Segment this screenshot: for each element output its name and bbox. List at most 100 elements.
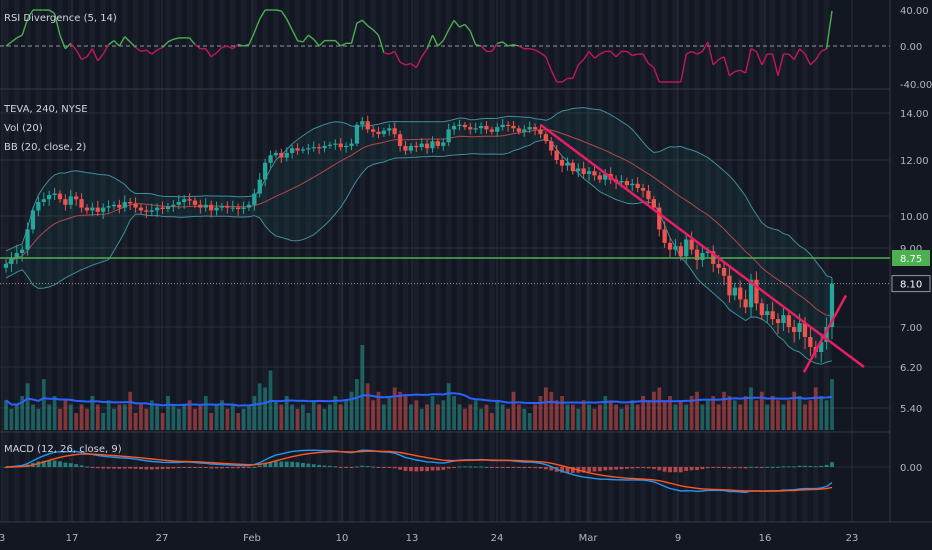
volume-bar [652,391,656,431]
candle-body [770,311,775,320]
rsi-segment [237,43,244,47]
session-band [154,0,160,522]
macd-histogram-bar [193,467,197,468]
volume-bar [214,404,219,430]
session-band [726,0,733,522]
rsi-axis-label[interactable]: 0.00 [900,42,922,53]
volume-bar [538,396,543,430]
macd-pane[interactable] [0,449,890,494]
candle-body [317,147,322,149]
macd-axis-label[interactable]: 0.00 [900,463,922,474]
rsi-segment [415,56,423,68]
session-band [748,0,754,522]
bb-legend[interactable]: BB (20, close, 2) [4,142,86,153]
price-axis-label[interactable]: 14.00 [900,109,929,120]
candlestick-series[interactable] [3,115,835,363]
session-band [446,0,452,522]
level-price-tag [892,250,930,266]
time-axis-label[interactable]: 23 [846,533,859,544]
rsi-segment [680,53,687,83]
candle-body [252,193,257,205]
rsi-segment [108,40,115,46]
rsi-segment [426,34,434,49]
symbol-legend[interactable]: TEVA, 240, NYSE [3,104,88,115]
macd-histogram-bar [187,467,192,468]
volume-bar [819,396,824,430]
volume-bar [376,391,381,431]
macd-legend[interactable]: MACD (12, 26, close, 9) [4,444,122,455]
session-band [791,0,797,522]
volume-bar [598,404,602,430]
macd-histogram-bar [457,466,462,468]
rsi-segment [701,41,709,52]
time-axis-label[interactable]: 3 [0,533,5,544]
time-axis-label[interactable]: Feb [243,533,261,544]
macd-histogram-bar [144,467,149,470]
rsi-segment [761,53,768,66]
macd-histogram-bar [74,464,79,467]
macd-histogram-bar [446,467,451,469]
time-axis-label[interactable]: 9 [675,533,681,544]
rsi-pane[interactable] [0,9,890,83]
rsi-segment [513,44,520,47]
macd-histogram-bar [252,466,257,468]
volume-bar [149,400,154,430]
rsi-segment [59,34,67,49]
price-axis-label[interactable]: 12.00 [900,156,929,167]
price-axis-label[interactable]: 10.00 [900,212,929,223]
macd-histogram-bar [517,467,521,468]
time-axis-label[interactable]: 24 [491,533,504,544]
candle-body [786,315,791,327]
macd-histogram-bar [155,467,160,470]
rsi-axis-label[interactable]: 40.00 [900,6,929,17]
candle-body [630,183,635,186]
price-axis-label[interactable]: 5.40 [900,404,922,415]
volume-bar [31,404,35,430]
rsi-segment [334,40,342,47]
macd-histogram-bar [603,467,608,471]
price-axis-label[interactable]: 9.00 [900,244,922,255]
candle-body [365,121,370,130]
time-axis-label[interactable]: 13 [406,533,419,544]
rsi-segment [162,41,169,48]
volume-bar [808,400,813,430]
candle-body [214,207,219,211]
volume-bar [527,413,532,430]
rsi-axis-label[interactable]: -40.00 [900,80,932,91]
time-axis-label[interactable]: 27 [156,533,169,544]
macd-histogram-bar [678,467,683,473]
time-axis-label[interactable]: Mar [579,533,599,544]
macd-histogram-bar [587,467,591,472]
volume-legend[interactable]: Vol (20) [4,123,43,134]
volume-bar [301,404,305,430]
session-band [143,0,150,522]
macd-histogram-bar [673,467,678,473]
macd-histogram-bar [711,467,716,468]
rsi-legend[interactable]: RSI Divergence (5, 14) [4,13,117,24]
price-axis-label[interactable]: 7.00 [900,323,922,334]
trend-line-down [539,123,865,369]
macd-histogram-bar [770,466,775,468]
time-axis-label[interactable]: 17 [66,533,79,544]
candle-body [635,183,640,188]
macd-histogram-bar [808,466,813,467]
candle-body [424,143,430,149]
session-band [305,0,311,522]
rsi-segment [356,19,363,24]
time-axis-label[interactable]: 10 [336,533,349,544]
rsi-segment [97,53,104,62]
candle-body [20,249,25,253]
macd-histogram-bar [268,462,273,467]
last-price-tag [891,275,931,293]
candle-body [624,181,629,186]
session-band [564,0,571,522]
candle-body [748,279,754,308]
volume-bar [711,396,716,430]
time-axis-label[interactable]: 16 [759,533,772,544]
volume-bar [328,404,332,430]
macd-histogram-bar [295,462,300,467]
session-band [618,0,625,522]
price-axis-label[interactable]: 6.20 [900,363,922,374]
volume-bar [592,408,597,431]
